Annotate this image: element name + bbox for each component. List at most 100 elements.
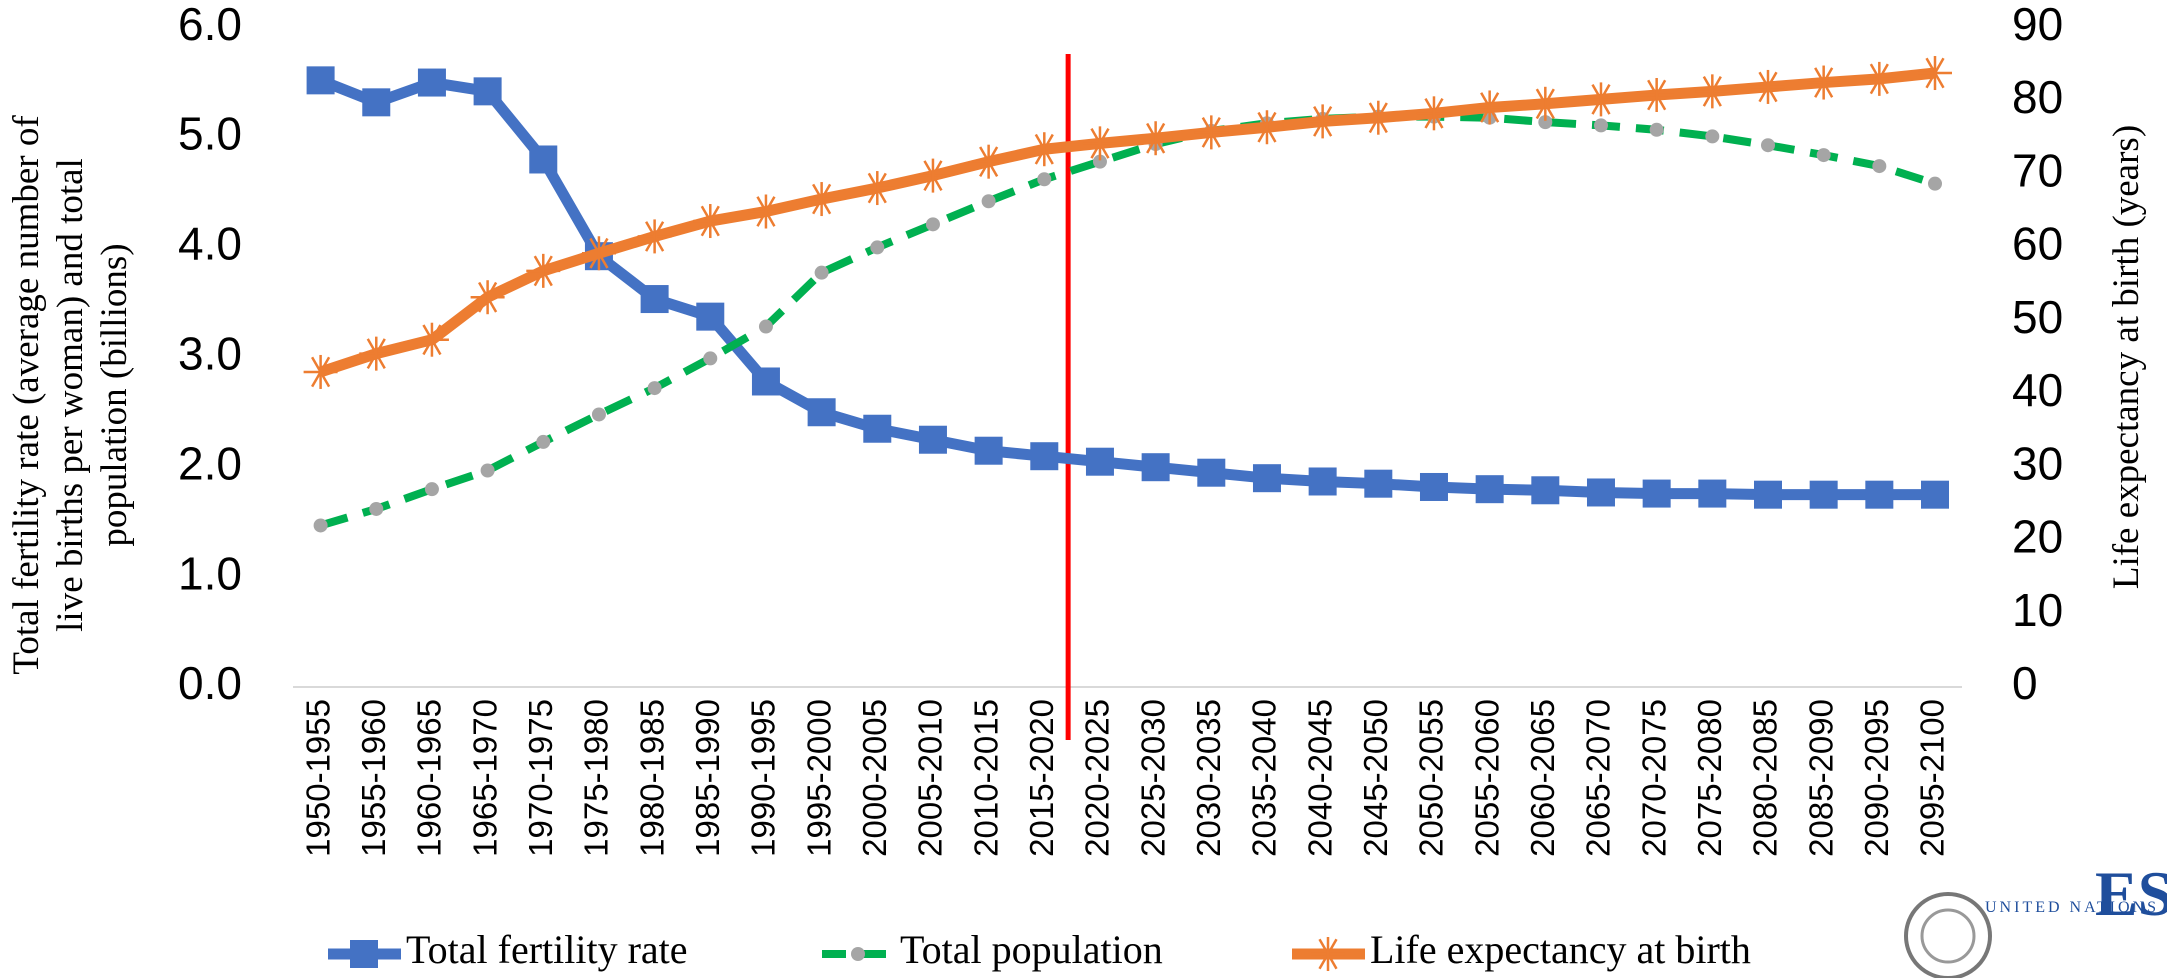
data-point [1649,122,1664,137]
data-point [359,336,394,371]
x-tick-label: 2030-2035 [1190,699,1227,857]
data-point [414,322,449,357]
x-tick-label: 2085-2090 [1802,699,1839,857]
data-point [1361,100,1396,135]
data-point [981,194,996,209]
legend-label: Total fertility rate [406,927,688,972]
data-point [1082,126,1117,161]
y2-tick-label: 30 [2012,437,2063,489]
x-tick-label: 2040-2045 [1301,699,1338,857]
data-point [1921,480,1949,509]
data-point [1862,61,1897,96]
x-tick-label: 1975-1980 [578,699,615,857]
data-point [863,414,892,443]
y2-tick-label: 20 [2012,511,2063,563]
x-tick-label: 2005-2010 [912,699,949,857]
x-tick-label: 2025-2030 [1134,699,1171,857]
data-point [1528,86,1563,121]
x-tick-label: 2035-2040 [1246,699,1283,857]
data-point [1085,447,1114,476]
y-tick-label: 2.0 [178,437,242,489]
x-tick-label: 2015-2020 [1023,699,1060,857]
data-point [647,381,662,396]
data-point [1918,56,1952,91]
data-point [1475,475,1504,504]
data-point [748,194,783,229]
logo-top: UNITED NATIONS [1985,899,2159,916]
data-point [369,501,384,516]
data-point [1416,96,1451,131]
x-tick-label: 1970-1975 [522,699,559,857]
data-point [1308,467,1337,496]
data-point [473,77,502,106]
data-point [1593,118,1608,133]
data-point [1531,476,1560,505]
legend-label: Life expectancy at birth [1370,927,1751,972]
data-point [703,351,718,366]
x-tick-label: 1985-1990 [689,699,726,857]
data-point [1249,110,1284,145]
data-point [751,367,780,396]
x-tick-label: 1980-1985 [633,699,670,857]
data-point [804,182,839,217]
y2-axis-title: Life expectancy at birth (years) [2106,125,2147,589]
series-line [318,67,1936,378]
data-point [529,145,558,174]
y-tick-label: 1.0 [178,547,242,599]
data-point [362,88,391,117]
x-tick-label: 1990-1995 [745,699,782,857]
data-point [1472,90,1507,125]
data-point [1642,479,1671,508]
y-tick-label: 0.0 [178,657,242,709]
data-point [814,265,829,280]
y-tick-label: 5.0 [178,108,242,160]
data-point [480,463,495,478]
data-point [640,285,669,314]
y2-tick-label: 40 [2012,364,2063,416]
data-point [1639,78,1674,113]
series-line [319,112,1937,530]
y-axis-title: Total fertility rate (average number ofl… [6,115,135,675]
y-tick-label: 4.0 [178,218,242,270]
data-point [1138,121,1173,156]
data-point [693,204,728,239]
data-point [1753,480,1782,509]
y-tick-label: 6.0 [178,0,242,50]
data-point [313,518,328,533]
x-tick-label: 1960-1965 [411,699,448,857]
data-point [860,171,895,206]
legend-marker [851,947,865,961]
data-point [1816,148,1831,163]
x-tick-label: 2050-2055 [1413,699,1450,857]
x-tick-label: 2070-2075 [1635,699,1672,857]
data-point [1750,69,1785,104]
data-point [918,425,947,454]
data-point [526,253,561,288]
logo-emblem-inner [1920,908,1976,964]
data-point [470,280,505,315]
x-tick-label: 2065-2070 [1580,699,1617,857]
logo-name: ESCAP [2095,858,2167,929]
data-point [1194,115,1229,150]
data-point [1872,159,1887,174]
data-point [1027,132,1062,167]
x-tick-label: 1950-1955 [299,699,336,857]
data-point [1583,82,1618,117]
data-point [974,436,1003,465]
data-point [1695,74,1730,109]
data-point [758,319,773,334]
y2-tick-label: 70 [2012,144,2063,196]
data-point [1141,453,1170,482]
x-tick-label: 2080-2085 [1747,699,1784,857]
y-tick-label: 3.0 [178,327,242,379]
data-point [1809,480,1838,509]
x-tick-label: 2055-2060 [1468,699,1505,857]
data-point [1305,104,1340,139]
x-tick-label: 1955-1960 [355,699,392,857]
logo-emblem [1904,892,1992,978]
data-point [1030,442,1059,471]
y2-tick-label: 10 [2012,584,2063,636]
x-tick-label: 2000-2005 [856,699,893,857]
y2-tick-label: 50 [2012,291,2063,343]
legend-label: Total population [900,927,1163,972]
